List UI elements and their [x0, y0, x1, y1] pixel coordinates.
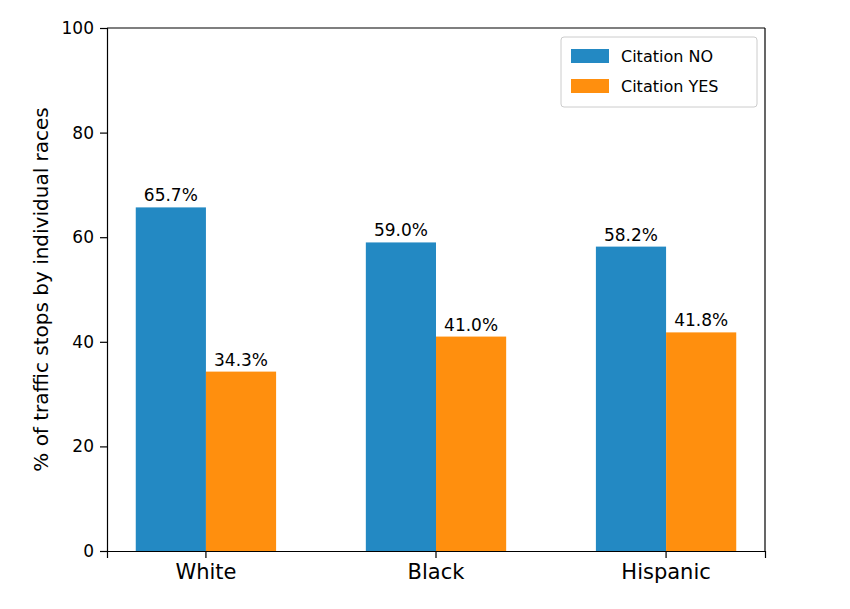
- chart-container: 65.7% 59.0% 58.2% 34.3% 41.0% 41.8% 0 20 40 60 80 1…: [0, 0, 850, 609]
- y-tick: 60: [72, 227, 107, 247]
- bar: [666, 332, 736, 551]
- data-label: 59.0%: [374, 220, 428, 240]
- x-tick: Hispanic: [621, 551, 710, 584]
- legend: Citation NO Citation YES: [561, 37, 757, 107]
- y-tick: 0: [83, 541, 107, 561]
- y-tick-mark: [100, 237, 107, 238]
- y-axis-line: [100, 29, 108, 552]
- bar: [436, 337, 506, 551]
- bar: [596, 247, 666, 551]
- y-tick: 20: [72, 436, 107, 456]
- y-tick-mark: [100, 342, 107, 343]
- x-tick: White: [175, 551, 236, 584]
- bar: [136, 207, 206, 551]
- legend-box: [561, 37, 757, 107]
- y-tick: 80: [72, 123, 107, 143]
- x-tick-mark: [665, 551, 666, 558]
- data-labels: 65.7% 59.0% 58.2% 34.3% 41.0% 41.8%: [144, 185, 728, 369]
- x-tick-label: Black: [408, 560, 466, 584]
- x-tick-mark: [205, 551, 206, 558]
- x-tick: Black: [408, 551, 466, 584]
- bar: [366, 242, 436, 551]
- x-tick-label: Hispanic: [621, 560, 710, 584]
- x-tick-mark: [435, 551, 436, 558]
- chart-svg: 65.7% 59.0% 58.2% 34.3% 41.0% 41.8% 0 20 40 60 80 1…: [0, 0, 850, 609]
- data-label: 34.3%: [214, 350, 268, 370]
- y-tick-mark: [100, 551, 107, 552]
- y-tick-mark: [100, 446, 107, 447]
- data-label: 58.2%: [604, 225, 658, 245]
- legend-label: Citation YES: [621, 77, 718, 96]
- x-axis: White Black Hispanic: [108, 551, 766, 584]
- data-label: 41.0%: [444, 315, 498, 335]
- bars: [136, 207, 736, 551]
- legend-label: Citation NO: [621, 47, 713, 66]
- y-axis: 0 20 40 60 80 100: [62, 18, 108, 561]
- plot-area: 65.7% 59.0% 58.2% 34.3% 41.0% 41.8% 0 20 40 60 80 1…: [62, 18, 766, 584]
- y-tick-label: 60: [72, 227, 94, 247]
- y-axis-title: % of traffic stops by individual races: [29, 107, 53, 471]
- y-tick-mark: [100, 28, 107, 29]
- y-tick-label: 40: [72, 332, 94, 352]
- data-label: 41.8%: [674, 310, 728, 330]
- x-axis-line: [108, 552, 766, 559]
- frame-right: [764, 28, 765, 551]
- y-tick-label: 100: [62, 18, 94, 38]
- x-tick-label: White: [175, 560, 236, 584]
- y-tick: 100: [62, 18, 107, 38]
- y-tick-label: 0: [83, 541, 94, 561]
- bar: [206, 372, 276, 551]
- y-tick-mark: [100, 133, 107, 134]
- y-tick-label: 20: [72, 436, 94, 456]
- y-tick-label: 80: [72, 123, 94, 143]
- y-tick: 40: [72, 332, 107, 352]
- frame-top: [107, 27, 765, 28]
- legend-swatch: [571, 49, 609, 63]
- data-label: 65.7%: [144, 185, 198, 205]
- legend-swatch: [571, 79, 609, 93]
